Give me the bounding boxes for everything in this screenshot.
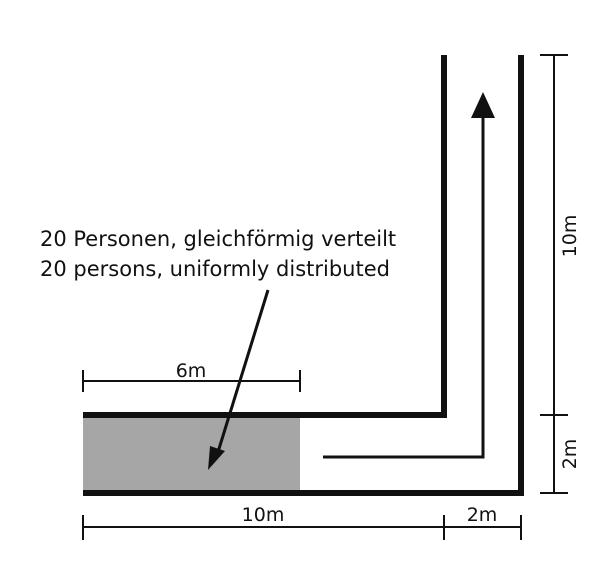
evacuation-path-line (323, 108, 485, 459)
walls (83, 55, 524, 496)
dimension-label-room-width: 6m (176, 360, 207, 382)
dimension-label-corridor-length-vertical: 10m (559, 215, 581, 258)
inner-wall (83, 55, 447, 418)
pointer-arrow-head (208, 446, 225, 470)
dimension-label-corridor-width-bottom: 2m (467, 504, 498, 526)
dimension-room-width (82, 370, 301, 392)
dimension-label-corridor-width-vertical: 2m (559, 439, 581, 470)
evacuation-path (323, 92, 495, 459)
occupied-area (83, 415, 300, 493)
annotation-text-en: 20 persons, uniformly distributed (40, 257, 390, 281)
annotation-pointer (208, 289, 270, 470)
dimension-bottom (82, 515, 522, 540)
dimension-label-corridor-length-bottom: 10m (242, 504, 285, 526)
outer-wall (83, 55, 524, 496)
evacuation-arrow-head (471, 92, 495, 118)
dimension-right (540, 54, 568, 494)
annotation-text-de: 20 Personen, gleichförmig verteilt (40, 227, 396, 251)
